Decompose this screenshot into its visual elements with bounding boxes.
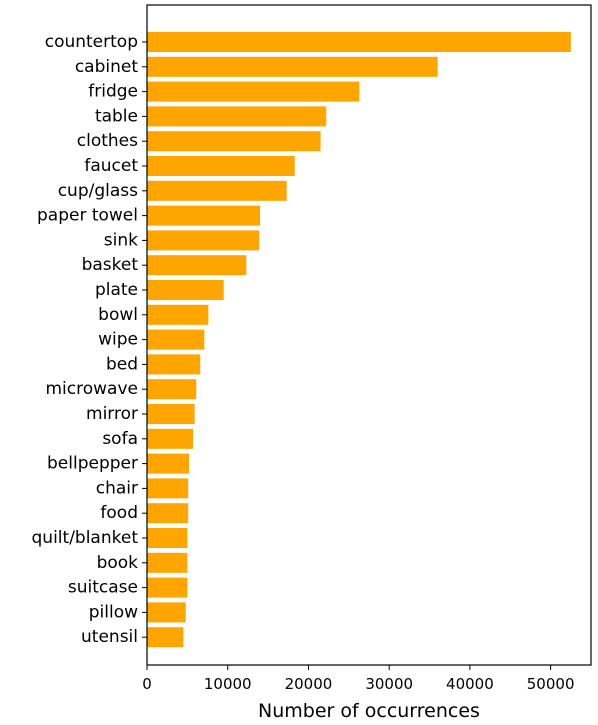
y-tick-label: countertop [45,32,138,52]
bar-basket [147,255,247,276]
y-tick-label: sink [104,230,138,250]
y-tick-label: bellpepper [47,454,138,474]
y-tick-label: fridge [88,82,138,102]
bar-utensil [147,627,184,648]
bar-cabinet [147,56,438,77]
x-tick-label: 30000 [365,675,413,693]
bar-pillow [147,602,186,623]
x-tick-label: 50000 [527,675,575,693]
y-tick-label: book [97,553,139,573]
x-tick-label: 10000 [204,675,252,693]
y-tick-label: table [95,106,138,126]
y-tick-label: quilt/blanket [32,528,139,548]
y-tick-label: food [100,503,138,523]
x-axis-ticks: 0 10000 20000 30000 40000 50000 [142,665,574,693]
y-tick-label: sofa [102,429,138,449]
y-tick-label: clothes [77,131,138,151]
bar-mirror [147,404,195,424]
bar-table [147,106,327,127]
y-tick-label: bowl [98,305,138,325]
y-tick-label: utensil [81,627,138,647]
bar-bed [147,354,201,375]
bars-group [147,32,571,648]
bar-sofa [147,428,194,449]
bar-plate [147,280,224,300]
y-tick-label: mirror [86,404,138,424]
y-tick-label: basket [82,255,139,275]
y-tick-label: chair [96,478,138,498]
y-tick-label: wipe [98,330,138,350]
x-tick-label: 40000 [446,675,494,693]
y-tick-label: faucet [84,156,138,176]
bar-bowl [147,304,209,325]
bar-chair [147,478,189,499]
bar-bellpepper [147,453,189,474]
bar-suitcase [147,577,188,598]
bar-food [147,503,189,524]
bar-wipe [147,329,205,350]
y-tick-label: pillow [89,602,138,622]
y-tick-label: cup/glass [58,181,138,201]
x-tick-label: 0 [142,675,152,693]
y-tick-label: microwave [46,379,139,399]
bar-countertop [147,32,571,52]
bar-microwave [147,379,197,400]
y-axis-ticks: countertop cabinet fridge table clothes fauce… [32,32,147,647]
bar-faucet [147,156,295,176]
y-tick-label: suitcase [68,578,138,598]
y-tick-label: plate [95,280,138,300]
y-tick-label: bed [106,354,138,374]
bar-book [147,552,188,573]
x-tick-label: 20000 [285,675,333,693]
bar-clothes [147,131,321,152]
bar-paper-towel [147,205,261,226]
bar-sink [147,230,260,251]
bar-quilt-blanket [147,528,188,548]
x-axis-label: Number of occurrences [258,700,480,722]
plot-frame [146,4,592,666]
bar-cup-glass [147,180,287,201]
bar-fridge [147,81,360,102]
y-tick-label: paper towel [37,206,138,226]
y-tick-label: cabinet [75,57,139,77]
